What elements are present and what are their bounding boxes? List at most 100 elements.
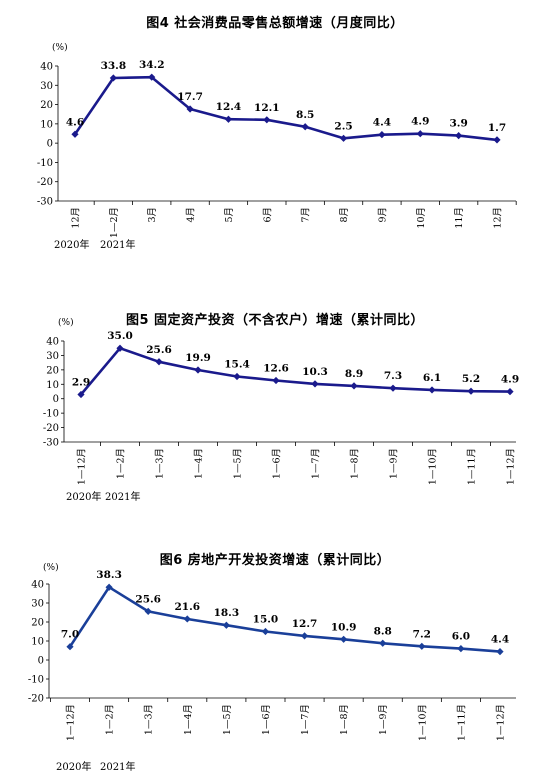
- y-tick-label: -10: [28, 675, 44, 686]
- year-label-2021: 2021年: [100, 240, 136, 251]
- real-estate-investment-plot: (%) 40 30 20 10 0 -10 -20 1—12月 1—2月 1—3月 1—4月 1—5月 1…: [28, 562, 516, 741]
- data-point-marker: [467, 387, 475, 395]
- retail-sales-plot: (%) 40 30 20 10 0 -10 -20 -30 12月 1—2月 3月 4月 5月 6月 7月 8月…: [37, 42, 517, 238]
- data-point-marker: [418, 642, 426, 650]
- series-line: [80, 346, 511, 396]
- data-point-marker: [300, 632, 309, 640]
- x-tick-label: 12月: [71, 207, 82, 229]
- retail-sales-chart: 图4 社会消费品零售总额增速（月度同比） (%) 40 30 20 10 0 -10 -20 -…: [0, 0, 550, 258]
- x-tick-label: 11月: [454, 207, 465, 229]
- data-point-marker: [311, 380, 319, 388]
- data-label: 7.3: [384, 370, 402, 382]
- x-tick-label: 1—10月: [428, 448, 439, 485]
- y-tick-label: 0: [47, 139, 53, 150]
- y-tick-label: 10: [46, 380, 59, 391]
- data-point-marker: [506, 388, 514, 396]
- data-label: 2.9: [72, 377, 90, 389]
- x-tick-label: 1—11月: [467, 448, 478, 485]
- y-tick-label: -20: [43, 423, 59, 434]
- y-tick-label: 20: [31, 618, 44, 629]
- data-point-marker: [378, 131, 386, 139]
- x-tick-label: 1—5月: [222, 704, 233, 735]
- x-tick-label: 8月: [339, 207, 350, 223]
- data-label: 19.9: [185, 352, 211, 364]
- real-estate-investment-chart: 图6 房地产开发投资增速（累计同比） (%) 40 30 20 10 0 -10 -20 1—1…: [0, 518, 550, 777]
- x-tick-label: 4月: [186, 207, 197, 223]
- x-tick-label: 6月: [262, 207, 273, 223]
- chart-title: 图6 房地产开发投资增速（累计同比）: [159, 553, 391, 568]
- data-point-marker: [194, 366, 202, 374]
- data-label: 7.2: [413, 628, 431, 640]
- data-point-marker: [263, 116, 271, 124]
- year-label-2020: 2020年: [56, 762, 92, 773]
- x-tick-label: 1—7月: [311, 448, 322, 479]
- x-tick-label: 1—6月: [261, 704, 272, 735]
- data-label: 6.1: [423, 372, 441, 384]
- data-label: 18.3: [214, 607, 240, 619]
- data-point-marker: [272, 376, 280, 385]
- y-tick-label: 0: [53, 394, 59, 405]
- x-tick-label: 1—8月: [339, 704, 350, 735]
- data-label: 4.4: [491, 634, 509, 646]
- x-tick-label: 1—4月: [183, 704, 194, 735]
- x-tick-label: 1—7月: [300, 704, 311, 735]
- data-point-marker: [261, 627, 270, 636]
- data-point-marker: [186, 105, 194, 113]
- y-tick-label: -10: [37, 158, 53, 169]
- data-point-marker: [379, 639, 387, 647]
- x-tick-label: 1—12月: [496, 704, 507, 741]
- x-tick-label: 5月: [224, 207, 235, 223]
- data-label: 34.2: [139, 59, 165, 71]
- data-label: 15.0: [253, 614, 279, 626]
- y-tick-label: -20: [28, 694, 44, 705]
- y-tick-label: 20: [46, 365, 59, 376]
- y-tick-label: 40: [46, 337, 59, 348]
- x-tick-label: 1—8月: [350, 448, 361, 479]
- data-label: 8.9: [345, 368, 363, 380]
- data-label: 3.9: [449, 118, 467, 130]
- data-point-marker: [416, 130, 424, 138]
- data-point-marker: [233, 372, 241, 381]
- y-unit-label: (%): [52, 42, 68, 53]
- x-tick-label: 1—12月: [77, 448, 88, 485]
- y-unit-label: (%): [58, 317, 74, 328]
- data-label: 12.6: [263, 363, 289, 375]
- x-tick-label: 1—9月: [378, 704, 389, 735]
- x-tick-label: 1—2月: [116, 448, 127, 479]
- x-tick-label: 1—11月: [456, 704, 467, 741]
- data-label: 7.0: [61, 629, 79, 641]
- y-tick-label: -30: [37, 197, 53, 208]
- data-label: 12.4: [216, 101, 242, 113]
- y-tick-label: 30: [46, 351, 59, 362]
- chart-title: 图4 社会消费品零售总额增速（月度同比）: [146, 16, 404, 31]
- data-point-marker: [116, 344, 124, 352]
- x-tick-label: 10月: [416, 207, 427, 229]
- data-label: 8.5: [296, 109, 314, 121]
- y-unit-label: (%): [43, 562, 59, 573]
- x-tick-label: 12月: [493, 207, 504, 229]
- x-tick-label: 1—2月: [109, 207, 120, 238]
- data-label: 33.8: [101, 60, 127, 72]
- x-tick-label: 3月: [147, 207, 158, 223]
- data-label: 15.4: [224, 358, 250, 370]
- data-point-marker: [155, 358, 163, 366]
- y-tick-label: 30: [40, 81, 53, 92]
- y-tick-label: 10: [31, 637, 44, 648]
- data-point-marker: [493, 136, 501, 144]
- data-label: 25.6: [135, 593, 161, 605]
- data-label: 4.9: [501, 374, 519, 386]
- x-tick-label: 1—5月: [233, 448, 244, 479]
- data-label: 4.9: [411, 116, 429, 128]
- data-point-marker: [301, 123, 309, 131]
- x-tick-label: 9月: [377, 207, 388, 223]
- y-tick-label: -30: [43, 438, 59, 449]
- data-label: 38.3: [96, 569, 122, 581]
- series-line: [73, 75, 498, 142]
- data-label: 21.6: [174, 601, 200, 613]
- x-tick-label: 1—2月: [105, 704, 116, 735]
- x-tick-label: 1—4月: [194, 448, 205, 479]
- data-point-marker: [455, 132, 463, 140]
- x-tick-label: 1—12月: [66, 704, 77, 741]
- data-label: 12.1: [254, 102, 280, 114]
- y-tick-label: 0: [38, 656, 44, 667]
